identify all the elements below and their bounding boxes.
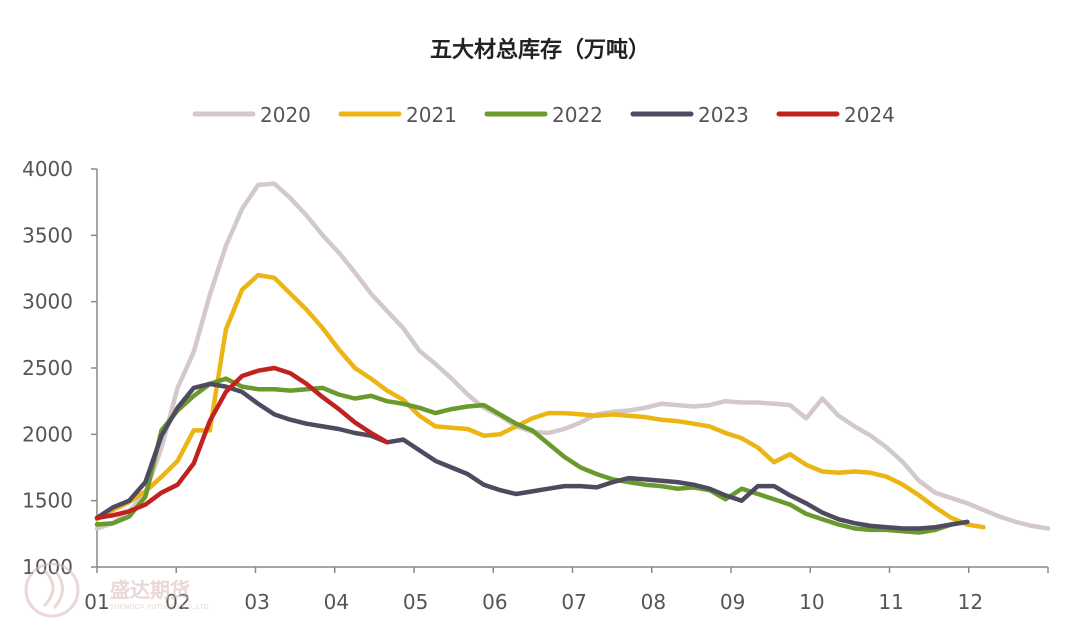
series-line-2020 (94, 181, 1051, 531)
y-tick-label: 3000 (22, 290, 73, 314)
x-tick-label: 12 (958, 590, 983, 614)
x-tick-label: 10 (799, 590, 824, 614)
x-tick-label: 08 (641, 590, 666, 614)
legend-label-2020: 2020 (260, 103, 311, 127)
watermark-logo-icon (24, 562, 80, 618)
series-line-2023 (94, 381, 970, 531)
y-tick-label: 1500 (22, 489, 73, 513)
x-tick-label: 02 (165, 590, 190, 614)
series-line-2022 (94, 376, 954, 535)
series-line-2021 (94, 272, 986, 530)
x-tick-label: 06 (482, 590, 507, 614)
legend: 2020 2021 2022 2023 2024 (192, 103, 895, 127)
legend-label-2024: 2024 (844, 103, 895, 127)
chart-title: 五大材总库存（万吨） (430, 37, 650, 63)
watermark-logo-mark (42, 568, 64, 609)
y-tick-label: 4000 (22, 157, 73, 181)
series-line-2024 (94, 365, 390, 521)
x-tick-label: 01 (84, 590, 109, 614)
watermark-sub: SHENGDA FUTURES CO.,LTD. (110, 603, 211, 611)
y-tick-label: 3500 (22, 223, 73, 247)
watermark-brand: 盛达期货 (110, 578, 190, 602)
legend-label-2022: 2022 (552, 103, 603, 127)
legend-label-2023: 2023 (698, 103, 749, 127)
x-tick-label: 03 (244, 590, 269, 614)
legend-label-2021: 2021 (406, 103, 457, 127)
y-tick-label: 2500 (22, 356, 73, 380)
watermark: 盛达期货 SHENGDA FUTURES CO.,LTD. (24, 562, 211, 618)
series-group (94, 181, 1051, 535)
x-tick-label: 09 (720, 590, 745, 614)
x-tick-label: 07 (561, 590, 586, 614)
x-tick-label: 04 (324, 590, 349, 614)
y-tick-label: 2000 (22, 422, 73, 446)
x-tick-label: 11 (878, 590, 903, 614)
x-tick-label: 05 (403, 590, 428, 614)
